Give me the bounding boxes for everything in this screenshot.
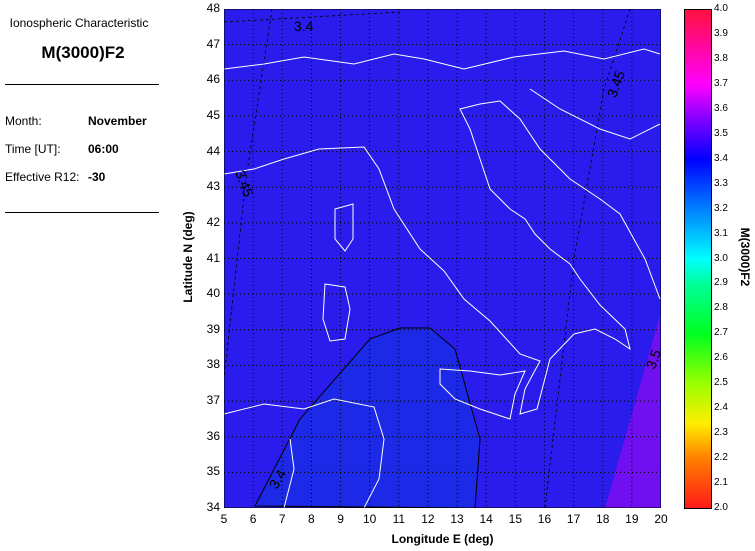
x-tick-label: 12 — [421, 512, 435, 526]
colorbar-tick-label: 3.2 — [714, 202, 728, 214]
colorbar-tick-label: 3.5 — [714, 127, 728, 139]
colorbar-tick-label: 2.9 — [714, 277, 728, 289]
colorbar-tick-label: 2.1 — [714, 477, 728, 489]
x-tick-label: 15 — [508, 512, 522, 526]
colorbar-tick-label: 3.6 — [714, 102, 728, 114]
colorbar-tick-label: 3.9 — [714, 27, 728, 39]
colorbar-tick-label: 2.2 — [714, 452, 728, 464]
colorbar-tick-label: 2.5 — [714, 377, 728, 389]
y-tick-label: 47 — [206, 36, 220, 51]
x-tick-label: 20 — [654, 512, 668, 526]
y-tick-label: 43 — [206, 179, 220, 194]
colorbar-tick-label: 3.3 — [714, 177, 728, 189]
x-tick-label: 10 — [362, 512, 377, 526]
x-tick-label: 9 — [337, 512, 344, 526]
x-tick-label: 18 — [596, 512, 610, 526]
y-tick-label: 39 — [206, 321, 220, 336]
y-tick-label: 41 — [206, 250, 220, 265]
colorbar-tick-label: 2.0 — [714, 502, 728, 513]
divider — [5, 84, 159, 85]
map-plot: 3.4 3.45 3.45 3.5 3.4 — [224, 9, 661, 508]
time-value: 06:00 — [88, 142, 119, 156]
x-tick-label: 11 — [392, 512, 406, 526]
contour-region-3.4 — [254, 327, 481, 508]
x-axis-label: Longitude E (deg) — [391, 532, 494, 546]
contour-lines — [224, 9, 631, 508]
x-tick-label: 5 — [220, 512, 228, 526]
x-tick-label: 16 — [537, 512, 552, 526]
colorbar — [684, 9, 712, 509]
month-label: Month: — [5, 114, 42, 128]
divider — [5, 212, 159, 213]
panel-subtitle: Ionospheric Characteristic — [9, 16, 149, 30]
y-tick-label: 38 — [206, 357, 220, 372]
x-tick-label: 19 — [625, 512, 639, 526]
panel-title: M(3000)F2 — [41, 43, 125, 62]
y-tick-label: 42 — [206, 214, 220, 229]
y-tick-label: 44 — [206, 143, 220, 158]
colorbar-tick-label: 2.7 — [714, 327, 728, 339]
colorbar-tick-label: 2.6 — [714, 352, 728, 364]
colorbar-tick-label: 3.4 — [714, 152, 728, 164]
x-tick-label: 13 — [450, 512, 464, 526]
colorbar-tick-label: 4.0 — [714, 3, 728, 14]
colorbar-tick-label: 3.0 — [714, 252, 728, 264]
colorbar-tick-label: 3.8 — [714, 52, 728, 64]
y-axis-label: Latitude N (deg) — [181, 211, 195, 303]
y-tick-label: 35 — [206, 464, 220, 479]
contour-region-3.5 — [605, 315, 660, 508]
y-tick-label: 40 — [206, 286, 220, 301]
colorbar-tick-label: 2.8 — [714, 302, 728, 314]
y-tick-label: 34 — [206, 500, 220, 514]
time-label: Time [UT]: — [5, 142, 61, 156]
colorbar-tick-label: 2.3 — [714, 427, 728, 439]
r12-value: -30 — [88, 170, 106, 184]
r12-label: Effective R12: — [5, 170, 80, 184]
y-tick-label: 46 — [206, 72, 220, 87]
x-tick-label: 8 — [308, 512, 315, 526]
y-tick-label: 36 — [206, 428, 220, 443]
month-value: November — [88, 114, 147, 128]
contour-label: 3.5 — [642, 347, 661, 371]
y-tick-label: 45 — [206, 107, 220, 122]
x-tick-label: 14 — [479, 512, 493, 526]
x-tick-label: 6 — [249, 512, 257, 526]
x-tick-label: 17 — [566, 512, 581, 526]
colorbar-tick-label: 3.1 — [714, 227, 728, 239]
x-tick-label: 7 — [278, 512, 286, 526]
colorbar-label: M(3000)F2 — [738, 227, 752, 287]
contour-label: 3.4 — [294, 18, 314, 34]
coastlines — [224, 48, 661, 508]
y-tick-label: 48 — [206, 1, 220, 15]
colorbar-tick-label: 2.4 — [714, 402, 728, 414]
grid — [224, 9, 661, 508]
y-tick-label: 37 — [206, 393, 220, 408]
colorbar-tick-label: 3.7 — [714, 77, 728, 89]
